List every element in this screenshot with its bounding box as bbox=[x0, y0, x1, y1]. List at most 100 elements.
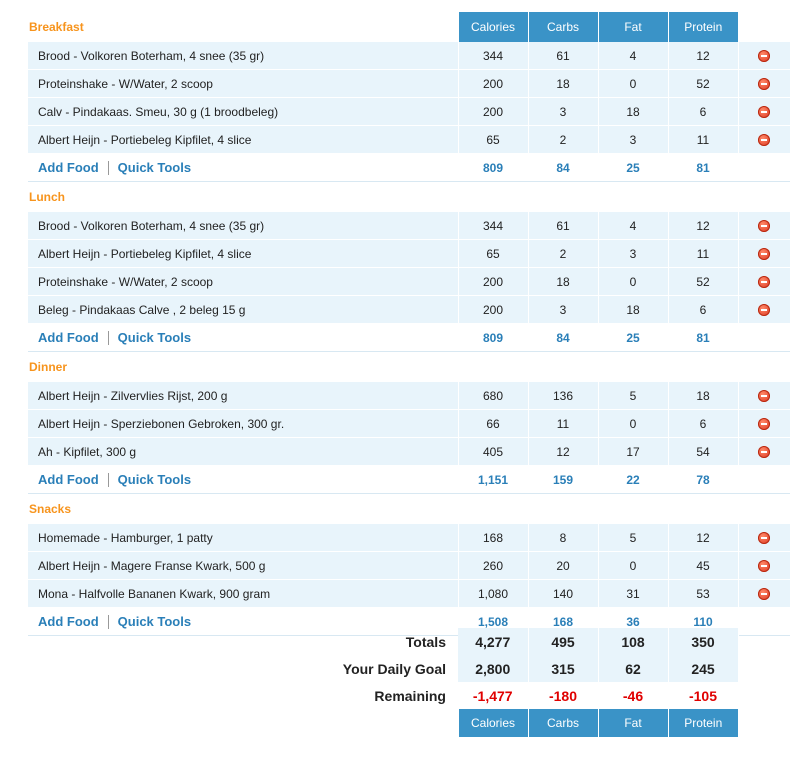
remove-icon[interactable] bbox=[758, 418, 771, 431]
col-header-carbs: Carbs bbox=[527, 12, 598, 42]
food-calories: 65 bbox=[458, 125, 529, 154]
food-calories: 344 bbox=[458, 42, 529, 70]
add-food-link[interactable]: Add Food bbox=[38, 329, 99, 345]
food-name[interactable]: Mona - Halfvolle Bananen Kwark, 900 gram bbox=[28, 579, 459, 608]
remove-icon[interactable] bbox=[758, 446, 771, 459]
link-separator bbox=[107, 161, 109, 176]
food-protein: 12 bbox=[668, 524, 739, 552]
food-protein: 52 bbox=[668, 69, 739, 98]
meal-totals-row: Add Food Quick Tools 809 84 25 81 bbox=[28, 323, 790, 352]
food-fat: 4 bbox=[598, 42, 669, 70]
food-name[interactable]: Albert Heijn - Portiebeleg Kipfilet, 4 s… bbox=[28, 239, 459, 268]
food-entry-row: Beleg - Pindakaas Calve , 2 beleg 15 g 20… bbox=[28, 295, 790, 324]
food-name[interactable]: Albert Heijn - Magere Franse Kwark, 500 … bbox=[28, 551, 459, 580]
meal-title: Snacks bbox=[29, 502, 72, 516]
meal-actions: Add Food Quick Tools bbox=[28, 323, 458, 352]
food-name[interactable]: Brood - Volkoren Boterham, 4 snee (35 gr… bbox=[28, 212, 459, 240]
meal-header-dinner: Dinner bbox=[28, 352, 790, 383]
food-name[interactable]: Beleg - Pindakaas Calve , 2 beleg 15 g bbox=[28, 295, 459, 324]
food-fat: 18 bbox=[598, 295, 669, 324]
food-entry-row: Mona - Halfvolle Bananen Kwark, 900 gram… bbox=[28, 579, 790, 608]
col-header-fat: Fat bbox=[597, 12, 668, 42]
food-entry-row: Albert Heijn - Sperziebonen Gebroken, 30… bbox=[28, 409, 790, 438]
summary-table: Totals 4,277 495 108 350 Your Daily Goal… bbox=[28, 628, 790, 737]
totals-row: Totals 4,277 495 108 350 bbox=[28, 628, 790, 655]
food-calories: 680 bbox=[458, 382, 529, 410]
meal-actions: Add Food Quick Tools bbox=[28, 607, 458, 636]
quick-tools-link[interactable]: Quick Tools bbox=[117, 613, 192, 629]
meal-total-protein: 78 bbox=[668, 465, 738, 494]
food-protein: 45 bbox=[668, 551, 739, 580]
meal-title: Dinner bbox=[29, 360, 68, 374]
food-name[interactable]: Albert Heijn - Portiebeleg Kipfilet, 4 s… bbox=[28, 125, 459, 154]
food-name[interactable]: Proteinshake - W/Water, 2 scoop bbox=[28, 69, 459, 98]
food-diary-table: Breakfast Calories Carbs Fat Protein Brood - … bbox=[28, 12, 790, 636]
food-calories: 200 bbox=[458, 97, 529, 126]
food-name[interactable]: Albert Heijn - Zilvervlies Rijst, 200 g bbox=[28, 382, 459, 410]
quick-tools-link[interactable]: Quick Tools bbox=[117, 329, 192, 345]
food-entry-row: Homemade - Hamburger, 1 patty 168 8 5 12 bbox=[28, 524, 790, 552]
remove-cell bbox=[738, 437, 790, 466]
meal-total-carbs: 159 bbox=[528, 465, 598, 494]
food-fat: 31 bbox=[598, 579, 669, 608]
meal-totals-row: Add Food Quick Tools 809 84 25 81 bbox=[28, 153, 790, 182]
remove-icon[interactable] bbox=[758, 304, 771, 317]
remove-cell bbox=[738, 42, 790, 70]
remove-icon[interactable] bbox=[758, 560, 771, 573]
add-food-link[interactable]: Add Food bbox=[38, 159, 99, 175]
remove-icon[interactable] bbox=[758, 390, 771, 403]
meal-title: Breakfast bbox=[29, 20, 84, 34]
food-protein: 6 bbox=[668, 97, 739, 126]
add-food-link[interactable]: Add Food bbox=[38, 613, 99, 629]
remove-cell bbox=[738, 125, 790, 154]
food-calories: 65 bbox=[458, 239, 529, 268]
remove-icon[interactable] bbox=[758, 78, 771, 91]
meal-header-snacks: Snacks bbox=[28, 494, 790, 525]
food-entry-row: Brood - Volkoren Boterham, 4 snee (35 gr… bbox=[28, 212, 790, 240]
quick-tools-link[interactable]: Quick Tools bbox=[117, 159, 192, 175]
food-fat: 5 bbox=[598, 382, 669, 410]
food-name[interactable]: Homemade - Hamburger, 1 patty bbox=[28, 524, 459, 552]
remove-cell bbox=[738, 239, 790, 268]
remove-icon[interactable] bbox=[758, 276, 771, 289]
food-name[interactable]: Ah - Kipfilet, 300 g bbox=[28, 437, 459, 466]
meal-header-breakfast: Breakfast Calories Carbs Fat Protein bbox=[28, 12, 790, 42]
meal-totals-row: Add Food Quick Tools 1,151 159 22 78 bbox=[28, 465, 790, 494]
totals-carbs: 495 bbox=[528, 628, 599, 655]
food-protein: 53 bbox=[668, 579, 739, 608]
remove-icon[interactable] bbox=[758, 50, 771, 63]
remove-icon[interactable] bbox=[758, 134, 771, 147]
food-entry-row: Ah - Kipfilet, 300 g 405 12 17 54 bbox=[28, 437, 790, 466]
meal-total-protein: 81 bbox=[668, 323, 738, 352]
quick-tools-link[interactable]: Quick Tools bbox=[117, 471, 192, 487]
remove-cell bbox=[738, 551, 790, 580]
food-carbs: 3 bbox=[528, 295, 599, 324]
remove-icon[interactable] bbox=[758, 248, 771, 261]
remove-icon[interactable] bbox=[758, 532, 771, 545]
remove-icon[interactable] bbox=[758, 106, 771, 119]
food-name[interactable]: Brood - Volkoren Boterham, 4 snee (35 gr… bbox=[28, 42, 459, 70]
meal-total-fat: 25 bbox=[598, 323, 668, 352]
add-food-link[interactable]: Add Food bbox=[38, 471, 99, 487]
totals-calories: 4,277 bbox=[458, 628, 529, 655]
food-fat: 0 bbox=[598, 267, 669, 296]
meal-actions: Add Food Quick Tools bbox=[28, 153, 458, 182]
col-header-carbs: Carbs bbox=[527, 709, 598, 737]
food-carbs: 61 bbox=[528, 212, 599, 240]
remove-cell bbox=[738, 97, 790, 126]
food-name[interactable]: Proteinshake - W/Water, 2 scoop bbox=[28, 267, 459, 296]
remove-icon[interactable] bbox=[758, 588, 771, 601]
goal-calories: 2,800 bbox=[458, 655, 529, 682]
food-carbs: 2 bbox=[528, 239, 599, 268]
food-name[interactable]: Albert Heijn - Sperziebonen Gebroken, 30… bbox=[28, 409, 459, 438]
link-separator bbox=[107, 615, 109, 630]
food-name[interactable]: Calv - Pindakaas. Smeu, 30 g (1 broodbel… bbox=[28, 97, 459, 126]
food-calories: 344 bbox=[458, 212, 529, 240]
food-carbs: 61 bbox=[528, 42, 599, 70]
remove-icon[interactable] bbox=[758, 220, 771, 233]
food-entry-row: Albert Heijn - Portiebeleg Kipfilet, 4 s… bbox=[28, 239, 790, 268]
food-carbs: 18 bbox=[528, 267, 599, 296]
food-carbs: 3 bbox=[528, 97, 599, 126]
food-calories: 200 bbox=[458, 69, 529, 98]
